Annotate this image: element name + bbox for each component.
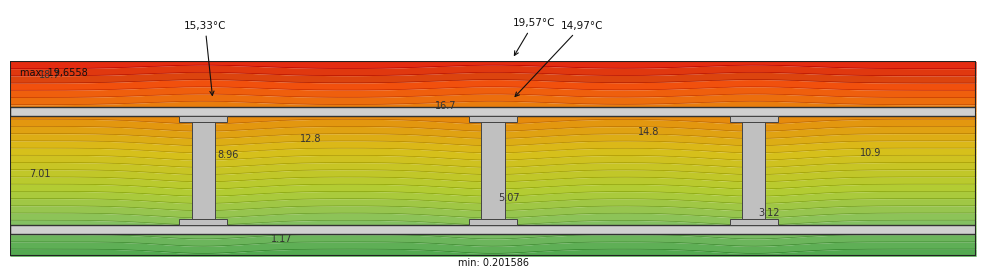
Text: 8.96: 8.96 xyxy=(218,150,239,160)
Bar xyxy=(179,116,227,122)
Text: 14,97°C: 14,97°C xyxy=(515,21,603,96)
Bar xyxy=(730,219,778,225)
Text: 16.7: 16.7 xyxy=(435,101,457,111)
Text: 3.12: 3.12 xyxy=(759,209,780,218)
Bar xyxy=(469,219,518,225)
Text: 19,57°C: 19,57°C xyxy=(513,18,555,55)
Text: 15,33°C: 15,33°C xyxy=(183,21,227,95)
Bar xyxy=(10,107,976,116)
Text: 7.01: 7.01 xyxy=(30,170,50,179)
Bar xyxy=(742,122,765,219)
Text: 12.8: 12.8 xyxy=(300,134,321,144)
Text: min: 0.201586: min: 0.201586 xyxy=(458,258,528,267)
Bar xyxy=(191,122,215,219)
Text: 1.17: 1.17 xyxy=(271,234,292,244)
Bar xyxy=(179,219,227,225)
Bar xyxy=(469,116,518,122)
Text: 5.07: 5.07 xyxy=(498,193,520,203)
Bar xyxy=(10,225,976,234)
Text: 18.7: 18.7 xyxy=(38,70,60,80)
Text: 10.9: 10.9 xyxy=(860,148,881,158)
Text: 14.8: 14.8 xyxy=(638,127,660,137)
Text: max: 19,6558: max: 19,6558 xyxy=(20,68,88,78)
Bar xyxy=(481,122,505,219)
Bar xyxy=(730,116,778,122)
